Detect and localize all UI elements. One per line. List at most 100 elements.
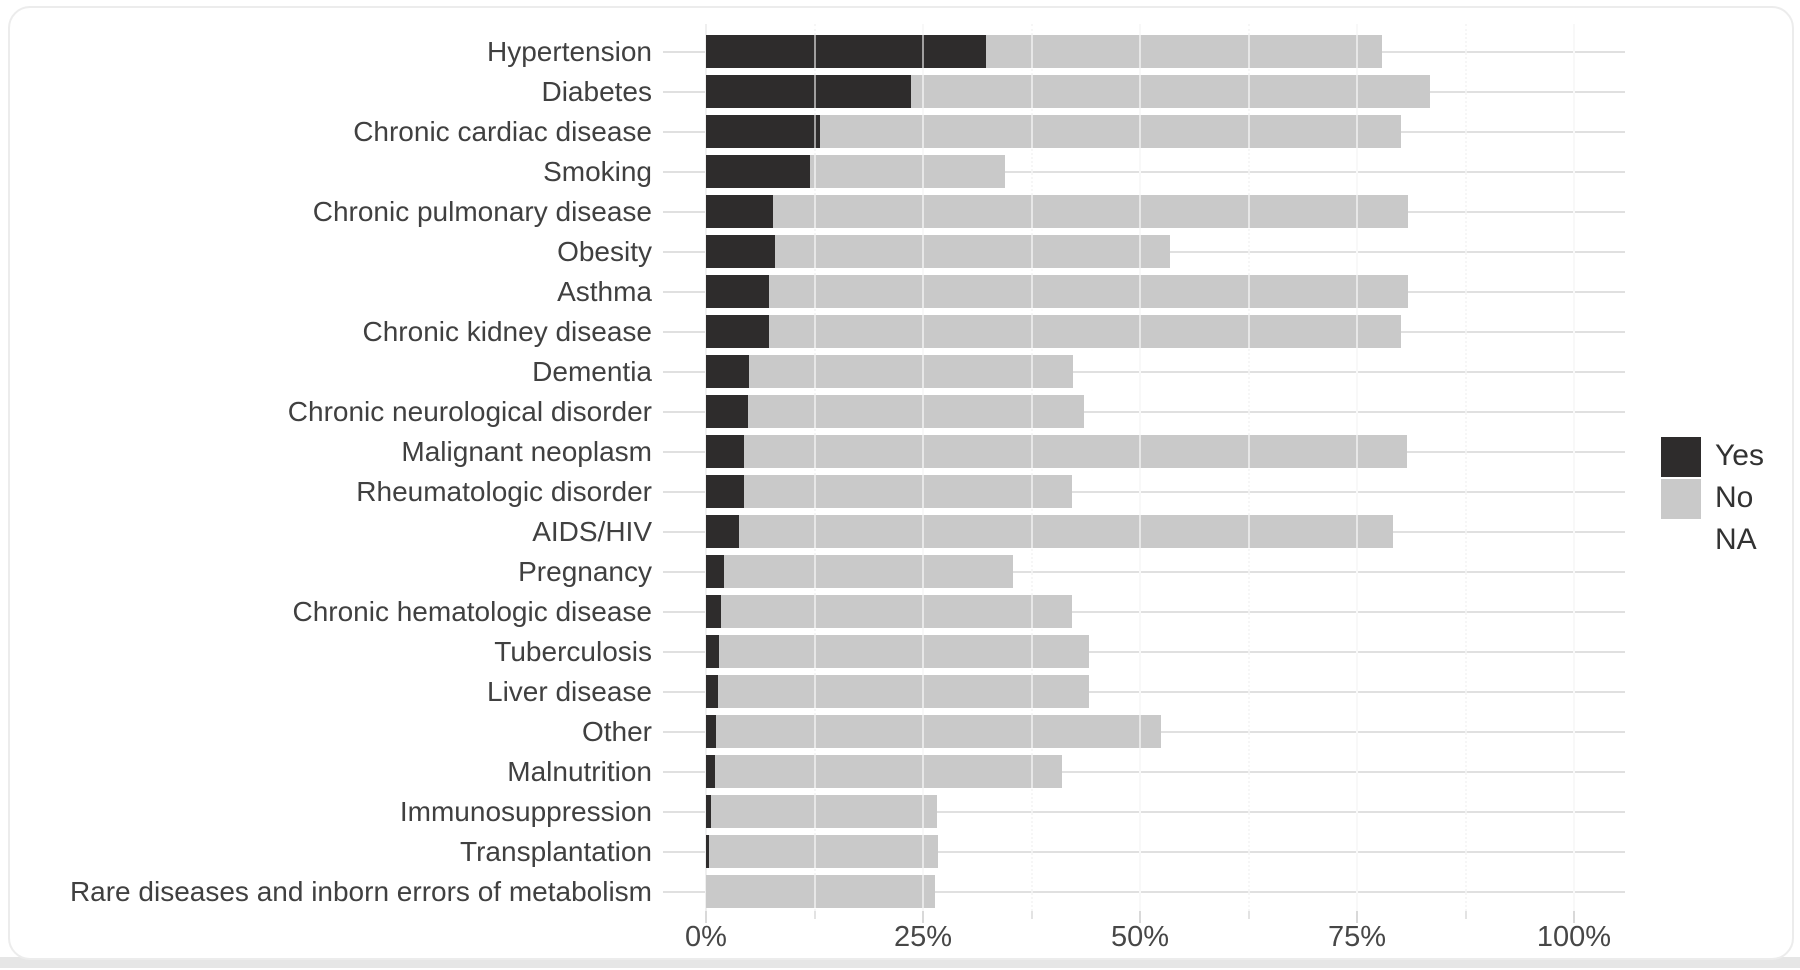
category-label: Diabetes xyxy=(541,75,652,107)
x-axis-minor-tick xyxy=(1030,911,1033,919)
bar-segment-no xyxy=(986,35,1383,68)
bar-segment-no xyxy=(810,155,1006,188)
bar-segment-no xyxy=(747,395,1084,428)
x-axis-tick xyxy=(705,911,707,923)
x-axis-tick-label: 75% xyxy=(1327,921,1387,953)
legend-label: Yes xyxy=(1715,439,1764,472)
category-gridline xyxy=(663,850,1625,853)
bar-segment-no xyxy=(744,475,1073,508)
bar-segment-no xyxy=(910,75,1430,108)
category-gridline xyxy=(663,650,1625,653)
bar-segment-yes xyxy=(706,35,987,68)
bar-segment-yes xyxy=(706,795,712,828)
category-label: Obesity xyxy=(557,235,652,267)
x-axis-tick-label: 0% xyxy=(685,921,727,953)
x-axis-tick xyxy=(922,911,924,923)
category-gridline xyxy=(663,490,1625,493)
category-gridline xyxy=(663,370,1625,373)
category-label: Chronic neurological disorder xyxy=(287,395,652,427)
category-gridline xyxy=(663,810,1625,813)
bar-segment-yes xyxy=(706,635,720,668)
bar-segment-yes xyxy=(706,715,717,748)
category-gridline xyxy=(663,690,1625,693)
bar-segment-yes xyxy=(706,315,770,348)
category-label: Dementia xyxy=(532,355,652,387)
bar-segment-yes xyxy=(706,275,770,308)
bar-segment-no xyxy=(772,195,1409,228)
x-axis-minor-tick xyxy=(1464,911,1467,919)
category-gridline xyxy=(663,610,1625,613)
bar-segment-no xyxy=(708,835,938,868)
bar-segment-yes xyxy=(706,195,773,228)
legend-swatch-yes xyxy=(1661,437,1701,477)
legend-item-yes: Yes xyxy=(1661,437,1791,477)
category-label: Asthma xyxy=(557,275,652,307)
legend-label: NA xyxy=(1715,523,1757,556)
bar-segment-yes xyxy=(706,235,775,268)
bar-segment-no xyxy=(744,435,1408,468)
category-gridline xyxy=(663,570,1625,573)
bar-segment-yes xyxy=(706,395,748,428)
category-label: Pregnancy xyxy=(518,555,652,587)
bar-segment-yes xyxy=(706,355,749,388)
legend-swatch-na xyxy=(1661,521,1701,561)
category-label: Chronic pulmonary disease xyxy=(312,195,652,227)
bar-segment-yes xyxy=(706,675,719,708)
bar-segment-no xyxy=(719,635,1089,668)
legend-item-na: NA xyxy=(1661,521,1791,561)
bar-segment-yes xyxy=(706,155,811,188)
bar-segment-no xyxy=(714,755,1062,788)
category-gridline xyxy=(663,770,1625,773)
category-gridline xyxy=(663,410,1625,413)
bar-segment-yes xyxy=(706,435,745,468)
bar-segment-no xyxy=(716,715,1161,748)
category-label: Transplantation xyxy=(460,835,652,867)
gridline-minor xyxy=(1464,24,1467,911)
category-label: Rare diseases and inborn errors of metab… xyxy=(69,875,652,907)
bar-segment-no xyxy=(769,315,1402,348)
bar-segment-no xyxy=(720,595,1073,628)
category-label: Liver disease xyxy=(487,675,652,707)
bar-segment-yes xyxy=(706,595,721,628)
category-label: Chronic cardiac disease xyxy=(353,115,652,147)
bar-segment-yes xyxy=(706,475,745,508)
category-label: Malignant neoplasm xyxy=(401,435,652,467)
category-label: Chronic hematologic disease xyxy=(292,595,652,627)
legend-item-no: No xyxy=(1661,479,1791,519)
category-label: AIDS/HIV xyxy=(532,515,652,547)
bar-segment-no xyxy=(774,235,1171,268)
category-label: Other xyxy=(581,715,652,747)
category-label: Rheumatologic disorder xyxy=(356,475,652,507)
category-label: Immunosuppression xyxy=(399,795,652,827)
legend-label: No xyxy=(1715,481,1754,514)
category-gridline xyxy=(663,170,1625,173)
bar-segment-yes xyxy=(706,835,709,868)
x-axis-tick-label: 25% xyxy=(893,921,953,953)
bar-segment-no xyxy=(711,795,937,828)
bar-segment-yes xyxy=(706,515,739,548)
page-bottom-strip xyxy=(0,957,1800,968)
x-axis-tick xyxy=(1573,911,1575,923)
x-axis-tick-label: 100% xyxy=(1536,921,1612,953)
bar-segment-yes xyxy=(706,555,725,588)
bar-segment-no xyxy=(718,675,1089,708)
x-axis-minor-tick xyxy=(813,911,816,919)
bar-segment-no xyxy=(738,515,1394,548)
category-label: Tuberculosis xyxy=(494,635,652,667)
category-label: Hypertension xyxy=(487,35,652,67)
category-gridline xyxy=(663,890,1625,893)
gridline-major xyxy=(1573,24,1575,911)
bar-segment-yes xyxy=(706,115,820,148)
x-axis-tick xyxy=(1139,911,1141,923)
category-label: Smoking xyxy=(543,155,652,187)
bar-segment-no xyxy=(706,875,936,908)
bar-segment-yes xyxy=(706,75,911,108)
x-axis-minor-tick xyxy=(1247,911,1250,919)
bar-segment-yes xyxy=(706,755,715,788)
x-axis-tick-label: 50% xyxy=(1110,921,1170,953)
bar-segment-no xyxy=(769,275,1409,308)
legend-swatch-no xyxy=(1661,479,1701,519)
x-axis-tick xyxy=(1356,911,1358,923)
